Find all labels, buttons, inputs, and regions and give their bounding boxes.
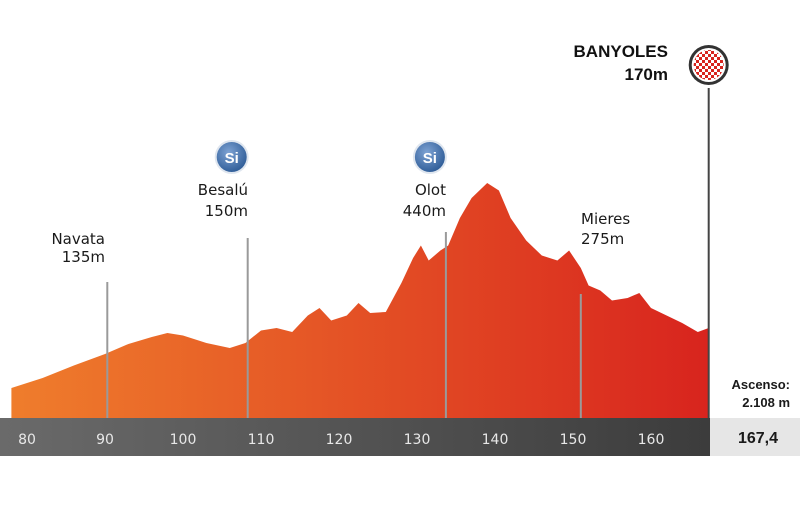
x-tick-label: 80 xyxy=(18,432,36,448)
checkered-flag-icon xyxy=(688,45,729,85)
x-tick-label: 120 xyxy=(326,432,353,448)
place-elevation: 150m xyxy=(205,202,248,220)
sprint-badge-icon: Si xyxy=(214,140,249,174)
place-name: BANYOLES xyxy=(574,42,668,61)
ascent-label: Ascenso: xyxy=(731,377,790,392)
place-name: Navata xyxy=(51,230,105,248)
place-name: Besalú xyxy=(198,181,248,199)
sprint-badge-icon: Si xyxy=(412,140,447,174)
distance-axis-bar xyxy=(0,418,710,456)
place-elevation: 135m xyxy=(62,248,105,266)
x-tick-label: 160 xyxy=(638,432,665,448)
x-tick-label: 150 xyxy=(560,432,587,448)
sprint-badge-label: Si xyxy=(225,150,239,167)
total-distance: 167,4 xyxy=(738,430,778,447)
x-tick-label: 110 xyxy=(248,432,275,448)
x-tick-label: 130 xyxy=(404,432,431,448)
place-name: Olot xyxy=(415,181,446,199)
x-tick-label: 100 xyxy=(170,432,197,448)
place-name: Mieres xyxy=(581,210,630,228)
ascent-value: 2.108 m xyxy=(742,395,790,410)
elevation-area xyxy=(11,183,709,418)
place-elevation: 170m xyxy=(625,65,668,84)
sprint-badge-label: Si xyxy=(423,150,437,167)
place-elevation: 275m xyxy=(581,230,624,248)
x-tick-label: 90 xyxy=(96,432,114,448)
total-distance-box xyxy=(710,418,800,456)
place-elevation: 440m xyxy=(403,202,446,220)
x-tick-label: 140 xyxy=(482,432,509,448)
